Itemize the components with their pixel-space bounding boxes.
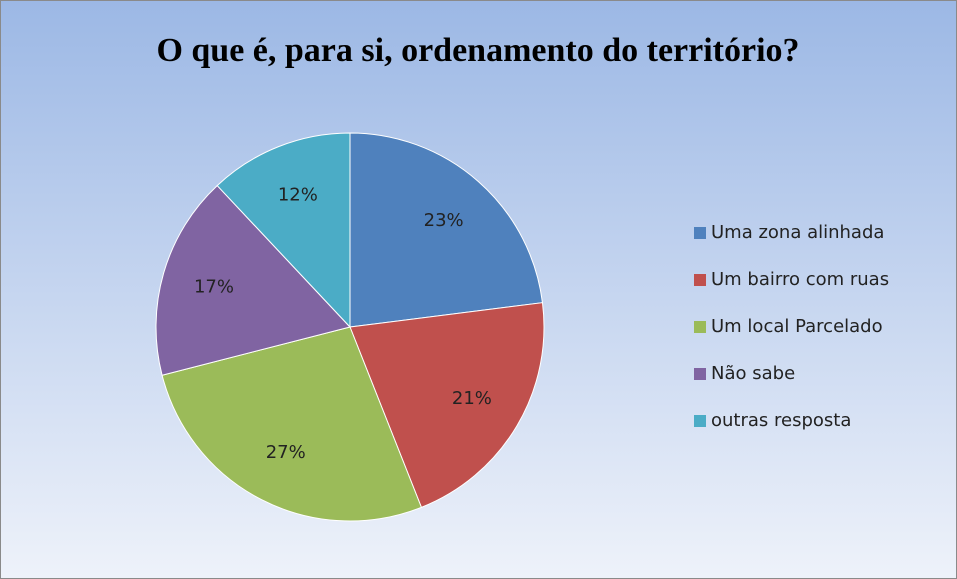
data-label: 12% <box>278 184 318 205</box>
chart-title: O que é, para si, ordenamento do territó… <box>156 32 799 69</box>
legend-label: Um bairro com ruas <box>711 269 889 290</box>
pie-slice <box>155 184 351 376</box>
data-label: 27% <box>266 442 306 463</box>
legend-swatch <box>694 321 706 333</box>
legend-swatch <box>694 227 706 239</box>
legend-label: Um local Parcelado <box>711 316 883 337</box>
legend-swatch <box>694 415 706 427</box>
pie-slice <box>216 132 351 329</box>
legend-label: Não sabe <box>711 363 795 384</box>
legend-swatch <box>694 368 706 380</box>
legend-swatch <box>694 274 706 286</box>
legend-label: Uma zona alinhada <box>711 222 884 243</box>
legend-label: outras resposta <box>711 410 851 431</box>
data-label: 21% <box>452 388 492 409</box>
pie-slice <box>349 132 544 328</box>
pie-slice <box>349 302 545 509</box>
pie-slice <box>161 326 423 522</box>
data-label: 17% <box>194 276 234 297</box>
data-label: 23% <box>424 210 464 231</box>
